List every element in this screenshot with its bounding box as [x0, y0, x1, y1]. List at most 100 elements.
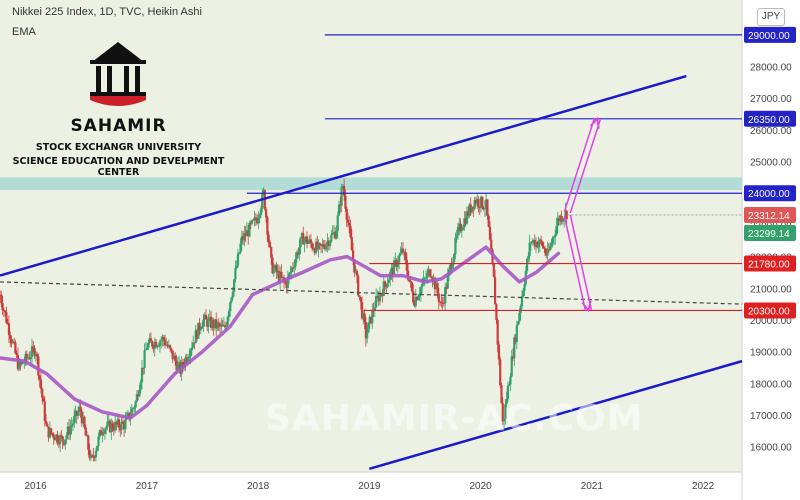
candle-body [9, 335, 12, 340]
candle-body [350, 237, 353, 251]
level-tag [744, 110, 796, 127]
candle-body [565, 210, 568, 220]
candle-body [444, 287, 447, 304]
candle-body [339, 204, 342, 206]
candle-body [52, 434, 55, 439]
candle-body [293, 266, 296, 268]
candle-body [303, 239, 306, 245]
candle-body [510, 356, 513, 377]
candle-body [0, 294, 3, 303]
channel-upper-line[interactable] [0, 74, 687, 277]
candle-body [30, 346, 34, 358]
candle-body [390, 267, 393, 273]
candle-body [128, 412, 131, 419]
candle-body [513, 337, 516, 359]
candle-body [224, 325, 227, 328]
price-tag-label: 23299.14 [748, 229, 790, 240]
candle-body [89, 455, 92, 458]
candle-body [240, 236, 243, 244]
candle-body [495, 304, 498, 321]
candle-body [39, 379, 43, 389]
candle-body [194, 330, 197, 344]
candle-body [353, 259, 356, 273]
candle-body [383, 281, 387, 285]
candle-body [382, 281, 385, 296]
candle-body [117, 419, 121, 428]
candle-body [206, 319, 209, 327]
candle-body [433, 277, 437, 290]
candle-body [387, 279, 391, 283]
candle-body [76, 411, 80, 416]
candle-body [157, 345, 160, 347]
candle-body [198, 322, 201, 331]
candle-body [477, 198, 480, 207]
candle-body [318, 243, 321, 245]
candle-body [55, 434, 58, 441]
currency-badge[interactable]: JPY [757, 8, 785, 26]
candle-body [202, 319, 205, 327]
level-tag-label: 24000.00 [748, 189, 790, 200]
candle-body [286, 276, 289, 288]
candle-body [404, 251, 407, 260]
candle-body [523, 284, 526, 291]
candle-body [216, 322, 219, 329]
dashed-trendline[interactable] [0, 281, 743, 305]
candle-body [536, 241, 539, 248]
candle-body [32, 346, 35, 348]
candle-body [21, 362, 25, 364]
candle-body [163, 339, 167, 346]
candle-body [156, 346, 159, 348]
candle-body [48, 428, 51, 438]
candle-body [64, 439, 67, 445]
candle-body [522, 290, 525, 297]
candle-body [413, 302, 416, 307]
candle-body [241, 236, 245, 241]
candle-body [305, 236, 309, 244]
candle-body [143, 350, 146, 368]
candle-body [375, 296, 378, 308]
candle-body [227, 311, 231, 317]
watermark: SAHAMIR-AC.COM [265, 398, 644, 439]
candle-body [348, 222, 351, 227]
candle-body [456, 227, 460, 236]
candle-body [65, 435, 68, 440]
candle-body [349, 226, 352, 238]
down-projection-arrow [563, 215, 587, 312]
candle-body [16, 355, 20, 370]
candle-body [96, 445, 99, 452]
candle-body [158, 341, 162, 346]
y-tick-label: 27000.00 [750, 94, 792, 105]
candle-body [53, 438, 57, 441]
candle-body [421, 283, 424, 288]
candle-body [122, 423, 126, 430]
x-tick-label: 2017 [136, 481, 159, 492]
candle-body [453, 253, 456, 263]
candle-body [316, 241, 319, 250]
candle-body [276, 270, 279, 273]
candle-body [44, 421, 48, 424]
candle-body [427, 269, 430, 273]
level-tag [744, 185, 796, 202]
candle-body [245, 230, 249, 237]
candle-body [231, 291, 234, 298]
candle-body [357, 275, 360, 296]
y-tick-label: 26000.00 [750, 126, 792, 137]
candle-body [417, 296, 420, 301]
candle-body [102, 432, 105, 434]
candle-body [59, 435, 62, 445]
candle-body [511, 356, 515, 359]
candle-body [211, 320, 214, 328]
candle-body [340, 186, 343, 206]
price-tag [744, 207, 796, 224]
candle-body [226, 316, 229, 325]
y-tick-label: 19000.00 [750, 348, 792, 359]
candle-body [327, 240, 330, 246]
candle-body [312, 248, 315, 250]
candle-body [98, 430, 101, 437]
candle-body [520, 296, 524, 307]
channel-lower-line[interactable] [368, 359, 743, 471]
candle-body [490, 239, 493, 250]
candle-body [517, 321, 520, 326]
candle-body [148, 338, 151, 343]
